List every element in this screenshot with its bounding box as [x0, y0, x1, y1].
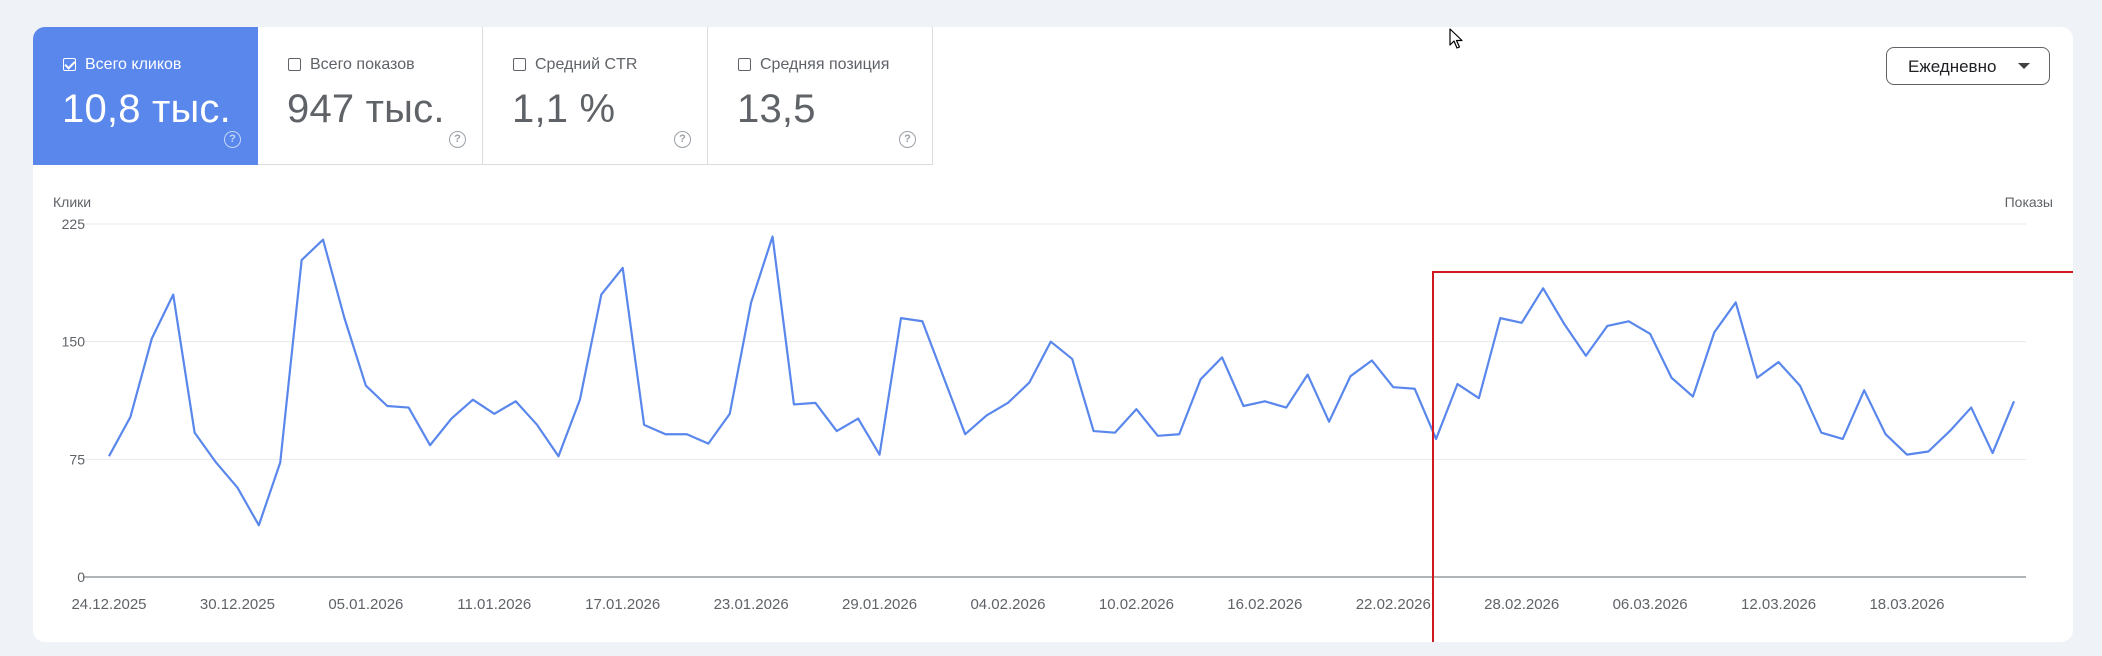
clicks-checkbox[interactable] — [63, 58, 76, 71]
help-icon[interactable]: ? — [449, 131, 466, 148]
x-tick-label: 24.12.2025 — [71, 596, 146, 613]
x-tick-label: 05.01.2026 — [328, 596, 403, 613]
ctr-value: 1,1 % — [512, 87, 616, 131]
x-tick-label: 16.02.2026 — [1227, 596, 1302, 613]
caret-down-icon — [2018, 63, 2030, 69]
x-tick-label: 18.03.2026 — [1869, 596, 1944, 613]
x-tick-label: 04.02.2026 — [970, 596, 1045, 613]
performance-card: Всего кликов 10,8 тыс. ? Всего показов 9… — [33, 27, 2073, 642]
clicks-line-chart: 225 150 75 0 24.12.2025 30.12.2025 05.01.2026 1… — [62, 216, 2026, 613]
y-axis-title-clicks: Клики — [53, 194, 92, 210]
impressions-label: Всего показов — [310, 56, 415, 73]
impressions-checkbox[interactable] — [288, 58, 301, 71]
help-icon[interactable]: ? — [899, 131, 916, 148]
mouse-cursor-icon — [1449, 28, 1463, 49]
y-tick-label: 0 — [77, 569, 85, 585]
ctr-checkbox[interactable] — [513, 58, 526, 71]
help-icon[interactable]: ? — [224, 131, 241, 148]
period-dropdown[interactable]: Ежедневно — [1886, 47, 2050, 85]
metric-impressions[interactable]: Всего показов 947 тыс. ? — [258, 27, 483, 165]
x-tick-label: 29.01.2026 — [842, 596, 917, 613]
metric-tabs: Всего кликов 10,8 тыс. ? Всего показов 9… — [33, 27, 933, 165]
y-tick-label: 150 — [62, 334, 86, 350]
y-axis-title-impressions: Показы — [2004, 194, 2053, 210]
y-tick-label: 225 — [62, 216, 86, 232]
metric-ctr[interactable]: Средний CTR 1,1 % ? — [483, 27, 708, 165]
clicks-value: 10,8 тыс. — [62, 87, 231, 131]
position-value: 13,5 — [737, 87, 816, 131]
metric-clicks[interactable]: Всего кликов 10,8 тыс. ? — [33, 27, 258, 165]
x-tick-label: 17.01.2026 — [585, 596, 660, 613]
position-checkbox[interactable] — [738, 58, 751, 71]
metric-position[interactable]: Средняя позиция 13,5 ? — [708, 27, 933, 165]
x-tick-label: 06.03.2026 — [1613, 596, 1688, 613]
impressions-value: 947 тыс. — [287, 87, 445, 131]
x-tick-label: 10.02.2026 — [1099, 596, 1174, 613]
x-tick-label: 23.01.2026 — [714, 596, 789, 613]
position-label: Средняя позиция — [760, 56, 890, 73]
y-tick-label: 75 — [69, 451, 85, 467]
x-tick-label: 11.01.2026 — [457, 596, 531, 613]
ctr-label: Средний CTR — [535, 56, 638, 73]
clicks-label: Всего кликов — [85, 56, 182, 73]
x-tick-label: 12.03.2026 — [1741, 596, 1816, 613]
x-tick-label: 22.02.2026 — [1356, 596, 1431, 613]
x-tick-label: 30.12.2025 — [200, 596, 275, 613]
period-dropdown-label: Ежедневно — [1908, 57, 1997, 76]
help-icon[interactable]: ? — [674, 131, 691, 148]
clicks-series-line — [108, 235, 2016, 527]
x-tick-label: 28.02.2026 — [1484, 596, 1559, 613]
